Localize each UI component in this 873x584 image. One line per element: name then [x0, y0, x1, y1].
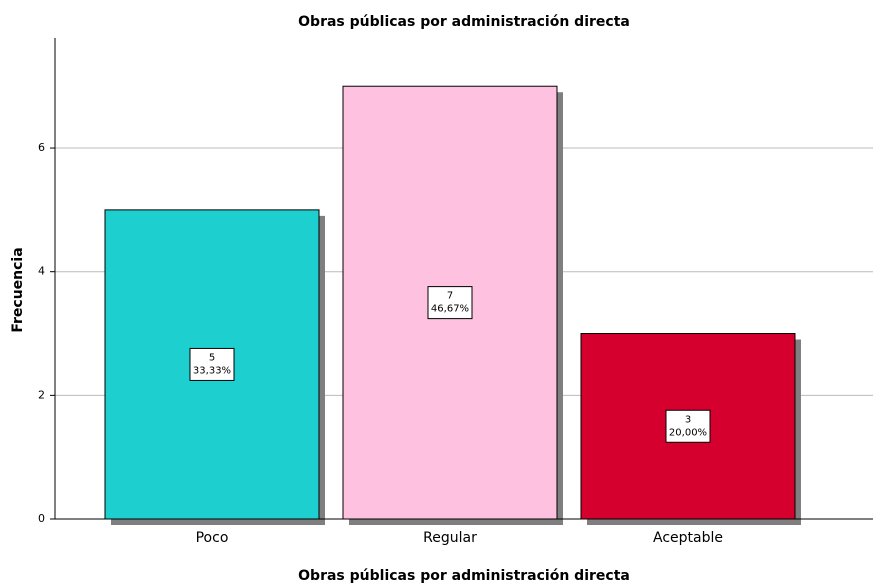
- x-tick-label: Regular: [423, 530, 477, 546]
- data-label: 5: [209, 352, 215, 363]
- y-tick-label: 4: [38, 265, 45, 278]
- percentage-label: 20,00%: [669, 427, 707, 438]
- x-axis-label: Obras públicas por administración direct…: [298, 568, 630, 584]
- y-axis-label: Frecuencia: [10, 247, 26, 332]
- data-label-box: [665, 409, 711, 443]
- data-label-box: [189, 347, 235, 381]
- data-label-box: [427, 286, 473, 320]
- y-tick-label: 2: [38, 388, 45, 401]
- data-label: 7: [447, 291, 453, 302]
- chart-title: Obras públicas por administración direct…: [298, 14, 630, 30]
- percentage-label: 46,67%: [431, 304, 469, 315]
- y-tick-label: 6: [38, 141, 45, 154]
- y-tick-label: 0: [38, 512, 45, 525]
- x-tick-label: Aceptable: [653, 530, 723, 546]
- x-tick-label: Poco: [196, 530, 229, 546]
- percentage-label: 33,33%: [193, 365, 231, 376]
- data-label: 3: [685, 414, 691, 425]
